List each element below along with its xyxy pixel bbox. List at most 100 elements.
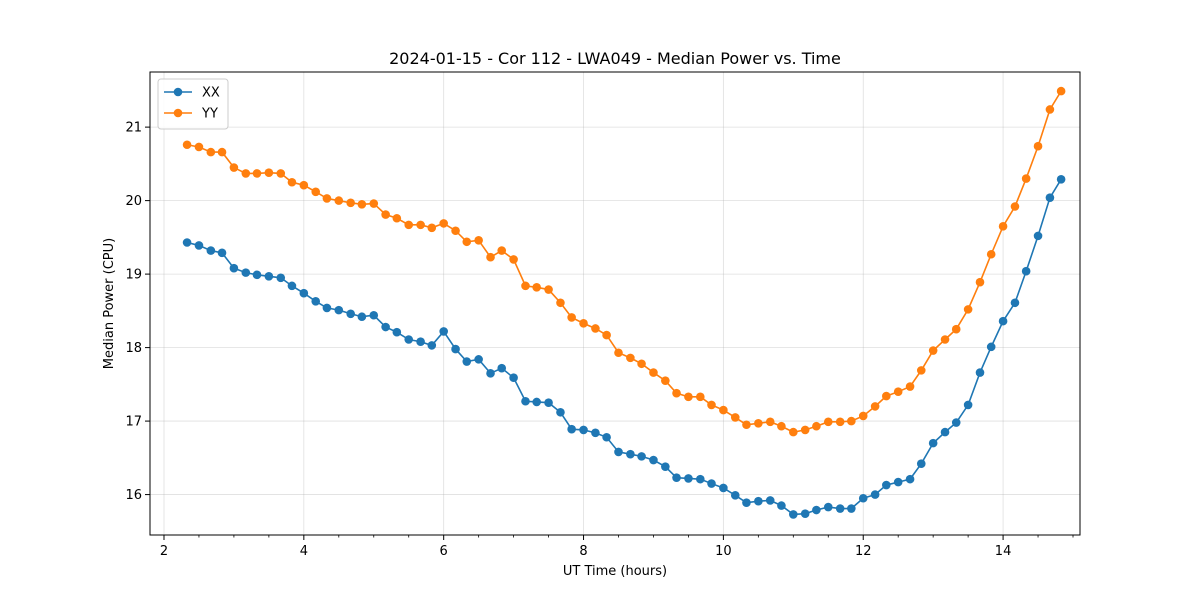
series-xx-point	[591, 428, 600, 438]
series-xx-point	[649, 455, 658, 465]
series-xx-point	[1033, 231, 1043, 241]
y-tick-label: 16	[125, 488, 142, 503]
series-xx-point	[661, 462, 670, 471]
series-yy-point	[940, 335, 950, 344]
series-yy-point	[497, 246, 507, 255]
series-xx-point	[684, 474, 693, 483]
series-xx-point	[707, 479, 716, 488]
series-yy	[182, 86, 1066, 437]
series-yy-point	[334, 196, 344, 205]
series-yy-point	[474, 235, 483, 245]
series-xx-point	[229, 263, 239, 273]
series-xx-point	[579, 425, 588, 435]
series-xx-point	[439, 327, 448, 336]
series-xx-point	[602, 432, 611, 442]
series-xx-point	[369, 310, 379, 320]
series-yy-point	[556, 298, 565, 308]
series-yy-point	[916, 366, 926, 375]
series-xx-point	[241, 268, 251, 277]
series-yy-point	[905, 382, 915, 391]
series-xx-point	[696, 474, 705, 484]
y-tick-label: 20	[125, 194, 142, 209]
series-xx-point	[882, 480, 891, 490]
series-yy-point	[567, 313, 576, 322]
series-xx-point	[1045, 193, 1055, 202]
series-xx-point	[264, 272, 274, 281]
series-xx-point	[567, 424, 576, 434]
series-yy-point	[963, 305, 973, 314]
series-xx-point	[252, 270, 262, 280]
series-xx-point	[544, 398, 553, 408]
series-xx-point	[823, 502, 833, 512]
series-yy-point	[637, 359, 646, 369]
x-tick-label: 12	[855, 544, 872, 559]
series-yy-point	[1056, 86, 1066, 96]
series-yy-point	[357, 199, 367, 209]
series-yy-point	[626, 353, 635, 363]
series-yy-point	[462, 237, 472, 247]
series-xx-line	[186, 178, 1062, 516]
series-yy-point	[287, 177, 297, 187]
plot-frame	[149, 71, 1081, 536]
series-yy-point	[696, 392, 705, 402]
series-yy-point	[427, 223, 437, 233]
series-yy-point	[241, 169, 251, 178]
series-yy-point	[299, 180, 309, 190]
series-yy-point	[649, 368, 658, 377]
series-yy-point	[217, 147, 227, 157]
series-yy-point	[1021, 174, 1031, 183]
x-tick-label: 8	[579, 544, 587, 559]
x-tick-label: 6	[440, 544, 448, 559]
series-layer	[182, 86, 1066, 519]
y-tick-label: 21	[125, 121, 142, 136]
series-xx-point	[322, 303, 332, 313]
series-xx-point	[963, 400, 973, 410]
series-yy-point	[486, 252, 495, 262]
series-xx-point	[893, 477, 903, 487]
series-yy-point	[229, 163, 239, 172]
series-yy-point	[579, 319, 588, 328]
series-xx-point	[975, 368, 985, 377]
series-xx-point	[299, 288, 309, 298]
series-xx-point	[276, 273, 286, 283]
series-yy-point	[264, 168, 274, 177]
series-xx-point	[497, 363, 507, 373]
series-xx-point	[858, 493, 868, 503]
series-xx-point	[800, 509, 810, 518]
series-xx-point	[486, 369, 495, 378]
series-xx-point	[951, 418, 961, 427]
series-xx-point	[311, 296, 321, 306]
series-yy-point	[1033, 141, 1043, 151]
series-yy-point	[870, 402, 880, 411]
series-xx-point	[905, 474, 915, 484]
series-yy-point	[369, 199, 379, 208]
series-yy-point	[346, 198, 355, 208]
series-xx-point	[287, 281, 297, 291]
series-xx-point	[928, 438, 938, 448]
series-xx-point	[940, 427, 950, 437]
series-xx-point	[556, 407, 565, 417]
series-xx-point	[998, 316, 1008, 326]
series-yy-point	[882, 391, 891, 401]
series-yy-point	[544, 285, 553, 294]
y-tick-label: 18	[125, 341, 142, 356]
series-yy-point	[311, 187, 321, 197]
ticks: 2 4 6 8 10 12 14 16 17 18 19 20 21	[125, 121, 1074, 559]
legend-label: YY	[201, 107, 218, 122]
series-yy-point	[975, 277, 985, 287]
series-xx-point	[392, 327, 402, 337]
series-yy-point	[847, 416, 856, 426]
series-yy-point	[416, 220, 425, 230]
series-xx-point	[334, 305, 344, 315]
series-xx-point	[357, 312, 367, 322]
series-yy-point	[707, 400, 716, 410]
series-xx-point	[462, 357, 472, 366]
series-yy-line	[186, 90, 1062, 433]
series-xx-point	[509, 373, 518, 383]
series-xx-point	[404, 335, 414, 344]
series-xx-point	[742, 498, 751, 507]
series-yy-point	[451, 226, 460, 236]
series-yy-point	[182, 140, 192, 150]
legend-swatch-marker	[173, 87, 183, 97]
